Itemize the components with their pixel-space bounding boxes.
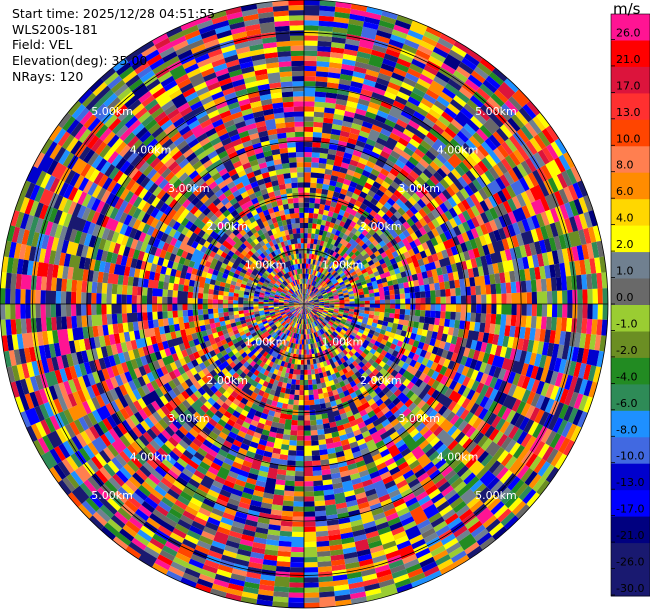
colorbar-label-17: -13.0 <box>616 476 644 489</box>
colorbar-label-8: 2.0 <box>616 238 634 251</box>
colorbar-label-13: -4.0 <box>616 370 637 383</box>
colorbar-swatch-19 <box>611 516 650 544</box>
colorbar-swatch-7 <box>611 199 650 227</box>
colorbar-swatch-16 <box>611 437 650 465</box>
ring-label-1-0: 1.00km <box>245 259 287 272</box>
ring-label-4-0: 4.00km <box>130 144 172 157</box>
colorbar-swatch-9 <box>611 252 650 280</box>
range-ring-labels: 1.00km 1.00km 1.00km 1.00km 2.00km 2.00km 2.00… <box>91 105 516 502</box>
colorbar-swatch-2 <box>611 66 650 94</box>
velocity-gates-4 <box>21 3 603 608</box>
ring-label-4-1: 4.00km <box>437 144 479 157</box>
colorbar-swatch-21 <box>611 569 650 597</box>
ring-label-3-2: 3.00km <box>398 412 440 425</box>
colorbar-swatch-0 <box>611 14 650 41</box>
velocity-gates-9 <box>0 1 593 605</box>
ring-label-2-3: 2.00km <box>206 374 248 387</box>
velocity-gates-20 <box>5 5 588 602</box>
colorbar-swatch-3 <box>611 93 650 121</box>
ring-label-5-2: 5.00km <box>475 489 517 502</box>
colorbar-swatch-5 <box>611 146 650 174</box>
colorbar-label-6: 6.0 <box>616 185 634 198</box>
elevation-text: Elevation(deg): 35.00 <box>12 53 148 68</box>
site-name-text: WLS200s-181 <box>12 22 98 37</box>
ring-label-1-3: 1.00km <box>245 335 287 348</box>
colorbar-swatch-8 <box>611 225 650 253</box>
ring-label-1-2: 1.00km <box>322 335 364 348</box>
colorbar-swatch-6 <box>611 172 650 200</box>
colorbar-swatch-12 <box>611 331 650 359</box>
colorbar-label-4: 10.0 <box>616 132 641 145</box>
ring-label-2-0: 2.00km <box>206 220 248 233</box>
colorbar-label-3: 13.0 <box>616 106 641 119</box>
ring-label-5-1: 5.00km <box>475 105 517 118</box>
range-rings <box>0 0 609 609</box>
colorbar-label-7: 4.0 <box>616 212 634 225</box>
velocity-gates <box>0 0 608 608</box>
field-text: Field: VEL <box>12 37 73 52</box>
start-time-text: Start time: 2025/12/28 04:51:55 <box>12 6 216 21</box>
colorbar-label-21: -30.0 <box>616 582 644 595</box>
colorbar-label-18: -17.0 <box>616 503 644 516</box>
colorbar-swatch-13 <box>611 357 650 385</box>
colorbar-swatch-11 <box>611 305 650 332</box>
colorbar-label-11: -1.0 <box>616 318 637 331</box>
ring-label-1-1: 1.00km <box>322 259 364 272</box>
ring-label-5-0: 5.00km <box>91 105 133 118</box>
colorbar-swatch-17 <box>611 463 650 491</box>
colorbar-swatch-4 <box>611 119 650 147</box>
colorbar-label-14: -6.0 <box>616 397 637 410</box>
ring-label-3-1: 3.00km <box>398 182 440 195</box>
colorbar-border <box>610 13 650 597</box>
colorbar-swatch-10 <box>611 278 650 306</box>
colorbar-swatch-20 <box>611 543 650 571</box>
colorbar-label-9: 1.0 <box>616 265 634 278</box>
colorbar-swatch-15 <box>611 410 650 438</box>
colorbar-unit: m/s <box>613 0 641 18</box>
colorbar-label-1: 21.0 <box>616 53 641 66</box>
colorbar-label-10: 0.0 <box>616 291 634 304</box>
colorbar-label-19: -21.0 <box>616 529 644 542</box>
ring-label-3-3: 3.00km <box>168 412 210 425</box>
ring-label-2-2: 2.00km <box>360 374 402 387</box>
colorbar-label-15: -8.0 <box>616 423 637 436</box>
ring-label-3-0: 3.00km <box>168 182 210 195</box>
ring-label-4-3: 4.00km <box>130 451 172 464</box>
colorbar-swatch-18 <box>611 490 650 518</box>
colorbar-label-12: -2.0 <box>616 344 637 357</box>
colorbar: 26.0 21.0 17.0 13.0 10.0 8.0 6.0 4.0 2.0 1.0 0.0 -1… <box>610 13 650 597</box>
ring-label-2-1: 2.00km <box>360 220 402 233</box>
ring-label-4-2: 4.00km <box>437 451 479 464</box>
colorbar-label-16: -10.0 <box>616 450 644 463</box>
colorbar-label-2: 17.0 <box>616 79 641 92</box>
colorbar-label-5: 8.0 <box>616 159 634 172</box>
ring-label-5-3: 5.00km <box>91 489 133 502</box>
colorbar-swatch-14 <box>611 384 650 412</box>
colorbar-label-20: -26.0 <box>616 556 644 569</box>
colorbar-swatch-1 <box>611 40 650 68</box>
colorbar-label-0: 26.0 <box>616 27 641 40</box>
nrays-text: NRays: 120 <box>12 69 84 84</box>
